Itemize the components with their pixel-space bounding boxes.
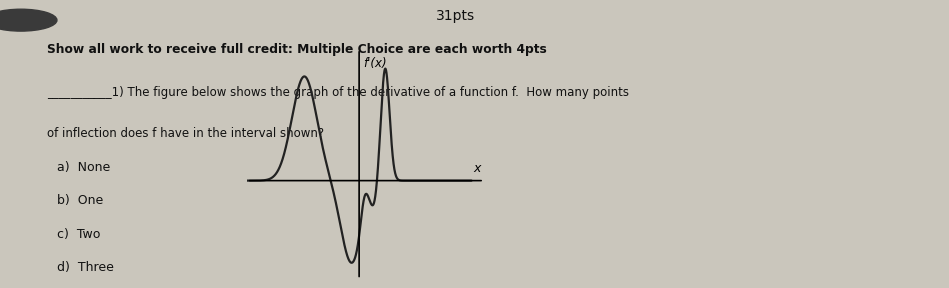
Circle shape <box>0 9 57 31</box>
Text: Show all work to receive full credit: Multiple Choice are each worth 4pts: Show all work to receive full credit: Mu… <box>47 43 548 56</box>
Text: a)  None: a) None <box>57 161 110 174</box>
Text: b)  One: b) One <box>57 194 103 207</box>
Text: ___________1) The figure below shows the graph of the derivative of a function f: ___________1) The figure below shows the… <box>47 86 629 99</box>
Text: c)  Two: c) Two <box>57 228 101 240</box>
Text: f'(x): f'(x) <box>363 57 386 70</box>
Text: x: x <box>473 162 480 175</box>
Text: of inflection does f have in the interval shown?: of inflection does f have in the interva… <box>47 127 325 140</box>
Text: 31pts: 31pts <box>436 9 475 23</box>
Text: d)  Three: d) Three <box>57 261 114 274</box>
